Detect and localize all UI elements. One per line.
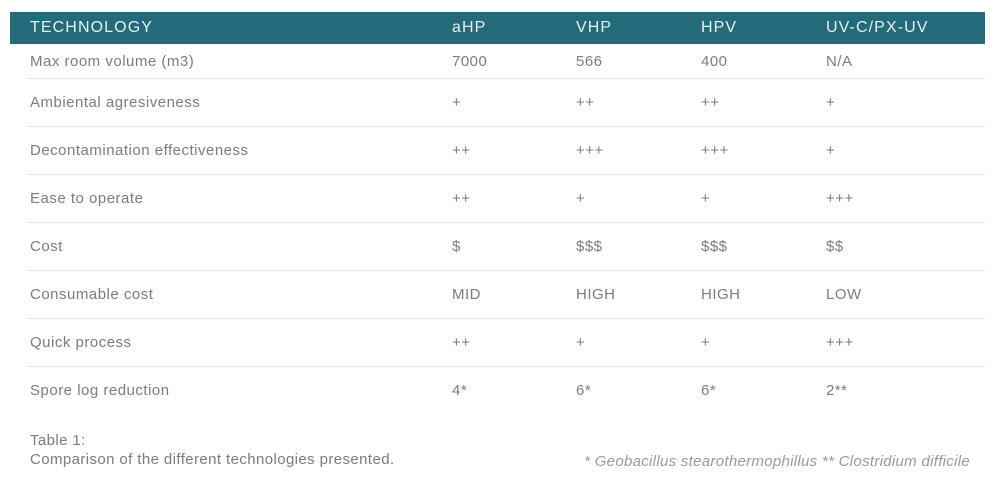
row-value: +++ [826,334,854,351]
caption-area: Table 1: Comparison of the different tec… [30,431,985,473]
header-cell-technology: TECHNOLOGY [30,19,154,36]
row-value: +++ [576,142,604,159]
row-value: 7000 [452,52,488,70]
row-label: Spore log reduction [30,382,170,399]
row-value: $$$ [701,238,728,255]
row-value: 6* [701,382,717,399]
table-row-ambiental-agresiveness: Ambiental agresiveness + ++ ++ + [28,79,985,127]
row-value: $ [452,238,461,255]
row-value: + [701,334,711,351]
table-row-max-room-volume: Max room volume (m3) 7000 566 400 N/A [28,44,985,79]
row-value: N/A [826,52,853,70]
row-value: MID [452,286,481,303]
row-value: HIGH [576,286,616,303]
table-body: Max room volume (m3) 7000 566 400 N/A Am… [28,44,985,414]
row-value: ++ [452,142,471,159]
row-label: Cost [30,238,63,255]
row-value: + [826,94,836,111]
row-value: $$ [826,238,844,255]
row-value: + [576,190,586,207]
table-row-quick-process: Quick process ++ + + +++ [28,319,985,367]
row-value: 2** [826,382,848,399]
table-row-decontamination-effectiveness: Decontamination effectiveness ++ +++ +++… [28,127,985,175]
table-caption: Table 1: Comparison of the different tec… [30,431,985,469]
row-label: Ambiental agresiveness [30,94,201,111]
row-value: ++ [452,334,471,351]
comparison-table: TECHNOLOGY aHP VHP HPV UV-C/PX-UV Max ro… [10,12,985,473]
header-cell-uvc: UV-C/PX-UV [826,19,929,36]
row-value: ++ [576,94,595,111]
row-label: Decontamination effectiveness [30,142,249,159]
row-value: HIGH [701,286,741,303]
table-row-cost: Cost $ $$$ $$$ $$ [28,223,985,271]
header-cell-hpv: HPV [701,19,738,36]
header-cell-ahp: aHP [452,19,487,36]
table-row-consumable-cost: Consumable cost MID HIGH HIGH LOW [28,271,985,319]
row-value: $$$ [576,238,603,255]
row-value: + [452,94,462,111]
row-value: 566 [576,52,603,70]
row-label: Consumable cost [30,286,154,303]
row-value: 6* [576,382,592,399]
row-value: +++ [826,190,854,207]
row-label: Ease to operate [30,190,144,207]
row-value: ++ [452,190,471,207]
species-footnote: * Geobacillus stearothermophillus ** Clo… [584,453,970,470]
table-row-spore-log-reduction: Spore log reduction 4* 6* 6* 2** [28,367,985,414]
caption-text: Comparison of the different technologies… [30,451,395,468]
caption-title: Table 1: [30,432,86,449]
row-value: LOW [826,286,862,303]
table-header-row: TECHNOLOGY aHP VHP HPV UV-C/PX-UV [10,12,985,44]
row-value: 400 [701,52,728,70]
row-label: Max room volume (m3) [30,52,195,70]
row-value: +++ [701,142,729,159]
row-value: + [826,142,836,159]
row-value: ++ [701,94,720,111]
row-label: Quick process [30,334,132,351]
table-row-ease-to-operate: Ease to operate ++ + + +++ [28,175,985,223]
row-value: 4* [452,382,468,399]
row-value: + [576,334,586,351]
header-cell-vhp: VHP [576,19,613,36]
row-value: + [701,190,711,207]
